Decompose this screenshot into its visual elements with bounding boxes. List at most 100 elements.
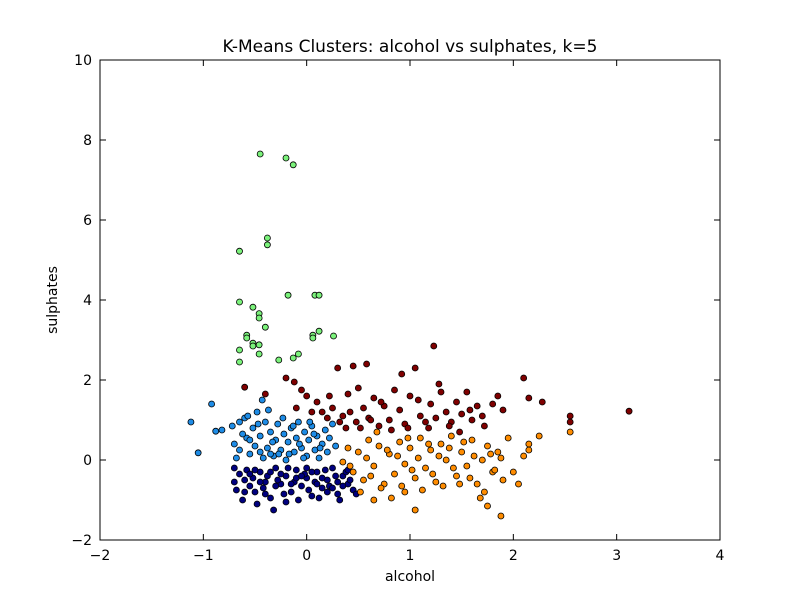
- point-cluster-0-4: [251, 488, 259, 496]
- point-cluster-4-40: [468, 416, 476, 424]
- x-axis-title: alcohol: [385, 569, 435, 585]
- point-cluster-3-33: [356, 488, 364, 496]
- point-cluster-1-6: [230, 440, 238, 448]
- point-cluster-3-24: [463, 462, 471, 470]
- point-cluster-0-12: [292, 466, 300, 474]
- series-cluster-3: [339, 428, 574, 520]
- point-cluster-1-51: [275, 450, 283, 458]
- point-cluster-3-69: [484, 502, 491, 510]
- point-cluster-2-13: [261, 323, 269, 331]
- point-cluster-4-59: [404, 424, 412, 432]
- point-cluster-0-64: [287, 480, 295, 488]
- point-cluster-0-1: [236, 470, 243, 478]
- point-cluster-4-66: [480, 422, 488, 430]
- point-cluster-1-45: [239, 430, 247, 438]
- point-cluster-2-15: [243, 334, 251, 342]
- x-tick-label: 1: [406, 548, 415, 564]
- point-cluster-0-68: [329, 484, 336, 492]
- point-cluster-4-63: [445, 422, 453, 430]
- point-cluster-0-56: [313, 480, 321, 488]
- point-cluster-3-31: [499, 476, 507, 484]
- point-cluster-3-21: [447, 432, 455, 440]
- point-cluster-3-20: [442, 456, 450, 464]
- point-cluster-0-46: [346, 476, 354, 484]
- point-cluster-2-0: [256, 150, 264, 158]
- point-cluster-2-10: [249, 303, 257, 311]
- point-cluster-0-19: [329, 464, 336, 472]
- point-cluster-4-14: [352, 418, 360, 426]
- point-cluster-4-34: [437, 388, 445, 396]
- y-tick-label: 2: [83, 373, 92, 389]
- point-cluster-3-63: [515, 480, 522, 488]
- point-cluster-3-51: [449, 464, 457, 472]
- point-cluster-3-3: [354, 448, 362, 456]
- point-cluster-1-53: [285, 450, 293, 458]
- point-cluster-0-67: [318, 474, 326, 482]
- point-cluster-3-40: [394, 452, 402, 460]
- point-cluster-3-18: [432, 478, 440, 486]
- point-cluster-4-46: [520, 374, 528, 382]
- point-cluster-1-58: [310, 430, 318, 438]
- point-cluster-3-56: [476, 494, 484, 502]
- point-cluster-4-60: [414, 396, 422, 404]
- point-cluster-3-25: [468, 436, 476, 444]
- point-cluster-0-11: [287, 488, 295, 496]
- point-cluster-1-34: [305, 436, 313, 444]
- point-cluster-0-8: [272, 464, 280, 472]
- point-cluster-3-19: [437, 440, 445, 448]
- point-cluster-1-50: [269, 438, 276, 446]
- point-cluster-1-26: [284, 438, 292, 446]
- y-tick-label: 8: [83, 133, 92, 149]
- point-cluster-0-34: [284, 464, 292, 472]
- point-cluster-4-12: [344, 390, 352, 398]
- point-cluster-1-61: [246, 436, 254, 444]
- point-cluster-4-3: [290, 378, 298, 386]
- point-cluster-0-33: [280, 490, 288, 498]
- point-cluster-0-28: [253, 500, 261, 508]
- point-cluster-4-62: [435, 380, 443, 388]
- point-cluster-4-43: [489, 400, 497, 408]
- point-cluster-0-0: [230, 464, 238, 472]
- point-cluster-0-66: [308, 468, 316, 476]
- point-cluster-1-60: [236, 418, 243, 426]
- point-cluster-1-43: [329, 420, 336, 428]
- point-cluster-2-9: [236, 298, 243, 306]
- point-cluster-3-26: [473, 480, 481, 488]
- point-cluster-4-28: [411, 364, 419, 372]
- point-cluster-0-31: [270, 506, 278, 514]
- series-cluster-0: [230, 464, 360, 514]
- x-tick-label: 3: [612, 548, 621, 564]
- y-axis-title: sulphates: [45, 266, 61, 334]
- point-cluster-4-11: [339, 412, 347, 420]
- point-cluster-1-47: [254, 420, 262, 428]
- point-cluster-4-44: [494, 392, 502, 400]
- point-cluster-4-47: [525, 394, 533, 402]
- point-cluster-3-7: [375, 442, 383, 450]
- point-cluster-4-19: [370, 394, 378, 402]
- point-cluster-3-43: [408, 466, 416, 474]
- point-cluster-2-3: [263, 234, 271, 242]
- point-cluster-0-57: [323, 488, 331, 496]
- point-cluster-3-30: [494, 448, 502, 456]
- point-cluster-0-13: [298, 482, 305, 490]
- point-cluster-3-5: [365, 436, 373, 444]
- point-cluster-4-55: [356, 424, 364, 432]
- point-cluster-1-54: [289, 422, 297, 430]
- point-cluster-1-40: [321, 426, 329, 434]
- point-cluster-3-38: [383, 446, 391, 454]
- point-cluster-4-29: [416, 412, 424, 420]
- point-cluster-4-15: [354, 384, 362, 392]
- point-cluster-0-61: [256, 478, 264, 486]
- y-tick-label: 10: [74, 53, 92, 69]
- point-cluster-4-49: [566, 412, 574, 420]
- point-cluster-0-58: [334, 478, 342, 486]
- point-cluster-0-48: [230, 478, 238, 486]
- point-cluster-0-60: [246, 470, 254, 478]
- point-cluster-1-24: [280, 430, 288, 438]
- point-cluster-1-55: [296, 440, 303, 448]
- point-cluster-3-32: [346, 462, 354, 470]
- y-tick-label: 4: [83, 293, 92, 309]
- point-cluster-4-1: [261, 390, 269, 398]
- x-tick-label: −1: [193, 548, 214, 564]
- point-cluster-3-44: [414, 454, 422, 462]
